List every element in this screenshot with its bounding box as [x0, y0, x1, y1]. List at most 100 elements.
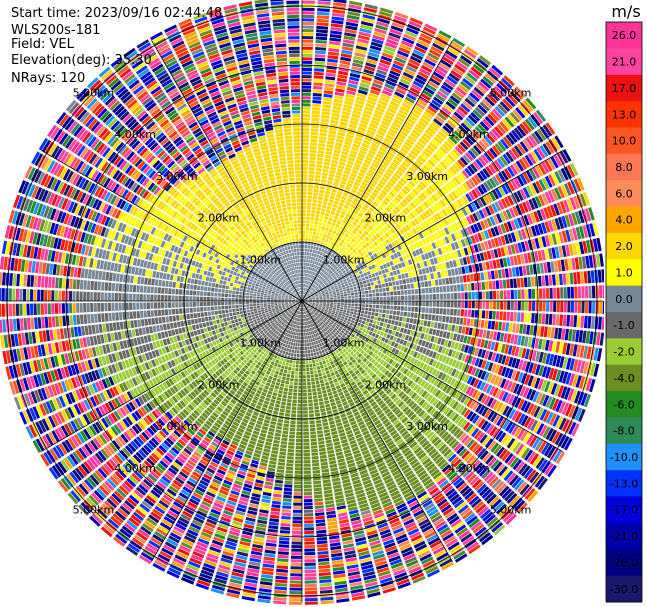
- range-gate: [516, 217, 523, 228]
- range-gate: [338, 124, 347, 130]
- range-gate: [408, 166, 417, 174]
- range-gate: [310, 213, 315, 217]
- range-gate: [439, 293, 444, 300]
- range-gate: [363, 230, 369, 236]
- range-gate: [452, 148, 461, 158]
- range-gate: [380, 93, 391, 100]
- range-gate: [319, 271, 323, 275]
- range-gate: [345, 21, 359, 27]
- range-gate: [511, 129, 521, 141]
- range-gate: [544, 159, 553, 172]
- range-gate: [404, 30, 418, 38]
- range-gate: [425, 237, 431, 244]
- range-gate: [364, 275, 369, 280]
- range-gate: [543, 207, 550, 219]
- range-gate: [456, 199, 464, 208]
- range-gate: [315, 43, 327, 48]
- range-gate: [385, 238, 391, 245]
- range-gate: [386, 223, 392, 229]
- range-gate: [442, 81, 454, 91]
- range-gate: [453, 176, 461, 186]
- range-gate: [396, 311, 400, 316]
- range-gate: [364, 236, 370, 242]
- range-gate: [368, 265, 373, 271]
- range-gate: [388, 128, 398, 135]
- range-gate: [407, 62, 419, 70]
- range-gate: [305, 269, 307, 273]
- range-gate: [399, 211, 406, 218]
- range-gate: [369, 301, 373, 304]
- range-gate: [560, 301, 564, 313]
- range-gate: [514, 289, 518, 299]
- range-gate: [425, 83, 437, 92]
- range-gate: [439, 187, 447, 196]
- range-gate: [463, 227, 470, 236]
- range-gate: [390, 66, 402, 74]
- range-gate: [403, 311, 408, 317]
- range-gate: [452, 164, 460, 173]
- range-gate: [493, 226, 500, 236]
- range-gate: [322, 273, 326, 278]
- range-gate: [354, 52, 366, 58]
- range-gate: [304, 284, 306, 288]
- range-gate: [415, 197, 422, 205]
- range-gate: [308, 167, 315, 171]
- range-gate: [393, 60, 405, 68]
- range-gate: [359, 257, 364, 262]
- range-gate: [363, 7, 377, 14]
- range-gate: [379, 243, 385, 249]
- range-gate: [304, 296, 307, 299]
- range-gate: [471, 309, 475, 318]
- range-gate: [431, 242, 437, 249]
- range-gate: [390, 25, 404, 33]
- range-gate: [334, 95, 344, 100]
- range-gate: [309, 160, 316, 164]
- range-gate: [347, 235, 353, 240]
- range-gate: [326, 268, 330, 272]
- range-gate: [317, 284, 321, 288]
- range-gate: [444, 156, 453, 165]
- range-gate: [420, 167, 429, 175]
- range-gate: [347, 305, 351, 309]
- range-gate: [485, 281, 489, 290]
- range-gate: [313, 398, 318, 403]
- range-gate: [350, 203, 356, 209]
- range-gate: [407, 312, 411, 318]
- range-gate: [302, 206, 307, 209]
- range-gate: [310, 267, 313, 271]
- range-gate: [354, 295, 358, 298]
- range-gate: [335, 84, 346, 90]
- range-gate: [364, 65, 376, 72]
- range-gate: [557, 169, 566, 182]
- range-gate: [329, 276, 333, 280]
- range-gate: [302, 128, 310, 132]
- range-gate: [347, 253, 352, 258]
- range-gate: [383, 296, 387, 301]
- range-gate: [389, 286, 393, 291]
- range-gate: [325, 262, 329, 267]
- range-gate: [497, 103, 508, 115]
- range-gate: [415, 123, 425, 131]
- range-gate: [387, 277, 392, 282]
- range-gate: [443, 254, 449, 262]
- range-gate: [429, 258, 435, 265]
- range-gate: [409, 191, 417, 199]
- range-gate: [487, 239, 493, 249]
- range-gate: [302, 283, 304, 287]
- range-gate: [368, 126, 377, 133]
- range-gate: [535, 180, 543, 193]
- range-gate: [312, 264, 316, 268]
- range-gate: [456, 86, 467, 96]
- range-gate: [320, 118, 329, 123]
- range-gate: [376, 266, 381, 272]
- range-gate: [375, 24, 388, 31]
- range-gate: [331, 286, 335, 290]
- range-gate: [342, 249, 347, 254]
- range-gate: [327, 240, 332, 244]
- range-gate: [318, 285, 322, 289]
- range-gate: [325, 292, 329, 295]
- range-gate: [364, 221, 370, 227]
- range-gate: [408, 135, 417, 143]
- range-gate: [444, 236, 450, 244]
- range-gate: [314, 293, 318, 296]
